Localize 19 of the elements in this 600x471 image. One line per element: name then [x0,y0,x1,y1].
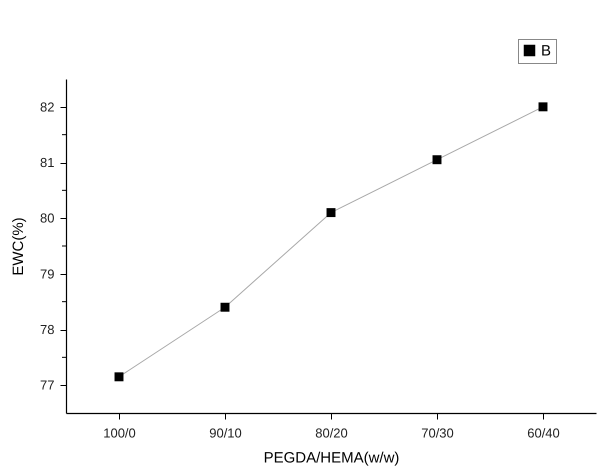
x-tick-label: 80/20 [315,426,348,440]
x-tick-label: 60/40 [527,426,560,440]
y-tick-label: 80 [40,210,54,226]
legend-label: B [541,42,552,60]
point [326,208,336,218]
x-tick-label: 70/30 [421,426,454,440]
point [220,302,230,312]
x-tick-label: 90/10 [209,426,242,440]
y-tick-label: 78 [40,322,54,337]
x-axis-title: PEGDA/HEMA(w/w) [264,450,400,466]
point [538,102,548,112]
x-tick-label: 100/0 [103,426,136,440]
y-tick-label: 77 [40,378,54,393]
y-tick-label: 82 [40,99,54,114]
point [432,155,442,164]
y-tick-label: 79 [40,266,54,282]
y-tick-label: 81 [40,155,54,170]
y-axis-title: EWC(%) [10,217,28,276]
point [114,372,124,382]
